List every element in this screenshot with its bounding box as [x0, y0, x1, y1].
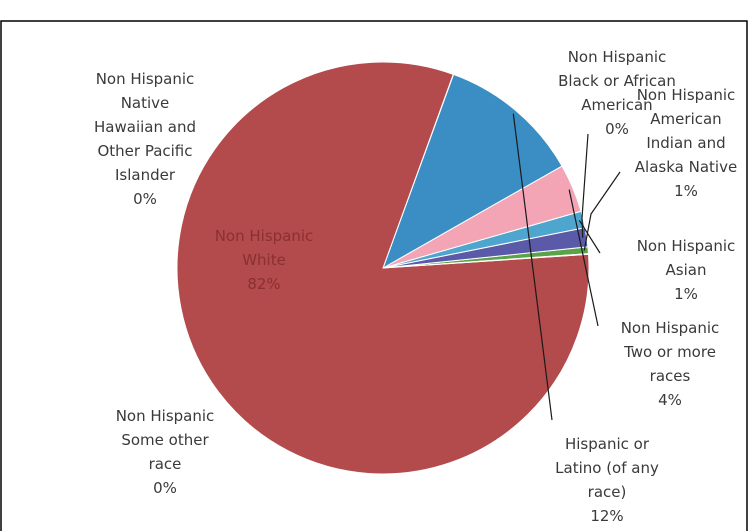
slice-label-line: Non Hispanic	[637, 237, 736, 255]
pie-slice	[382, 253, 590, 269]
slice-label-line: Islander	[115, 166, 176, 184]
slice-label-line: American	[581, 96, 652, 114]
slice-label-line: American	[650, 110, 721, 128]
slice-label: Hispanic or Latino (of any race) 12%	[555, 435, 659, 525]
slice-label-line: White	[242, 251, 286, 269]
slice-label-line: race	[149, 455, 182, 473]
slice-label-line: race)	[588, 483, 627, 501]
leader-line	[581, 133, 589, 238]
slice-label-line: 0%	[605, 120, 629, 138]
slice-label-line: 82%	[247, 275, 280, 293]
slice-label-line: 0%	[133, 190, 157, 208]
leader-line	[578, 220, 601, 254]
slice-label-line: Non Hispanic	[568, 48, 667, 66]
slice-label-line: 12%	[590, 507, 623, 525]
slice-label-line: Latino (of any	[555, 459, 659, 477]
leader-line	[583, 171, 621, 251]
slice-label-line: Non Hispanic	[96, 70, 195, 88]
slice-label-line: Black or African	[558, 72, 676, 90]
slice-label: Non Hispanic Two or more races 4%	[621, 319, 720, 409]
pie-slices	[176, 61, 590, 475]
slice-label-line: 1%	[674, 182, 698, 200]
slice-label-line: 0%	[153, 479, 177, 497]
slice-label-line: Asian	[666, 261, 707, 279]
pie-slice	[382, 73, 563, 270]
slice-label-line: Indian and	[646, 134, 725, 152]
leader-line	[512, 113, 553, 421]
slice-label-line: Hawaiian and	[94, 118, 196, 136]
slice-label: Non Hispanic Black or African American 0%	[558, 48, 676, 138]
slice-label: Non Hispanic Some other race 0%	[116, 407, 215, 497]
slice-labels: Non Hispanic American Indian and Alaska Nat…	[94, 48, 737, 525]
slice-label-line: Alaska Native	[635, 158, 737, 176]
slice-label-line: Non Hispanic	[116, 407, 215, 425]
slice-label-line: Non Hispanic	[637, 86, 736, 104]
slice-label-line: Non Hispanic	[621, 319, 720, 337]
slice-label-line: Hispanic or	[565, 435, 650, 453]
slice-label-line: races	[650, 367, 691, 385]
slice-label-line: Other Pacific	[97, 142, 192, 160]
slice-label: Non Hispanic Asian 1%	[637, 237, 736, 303]
slice-label-line: Non Hispanic	[215, 227, 314, 245]
leader-line	[568, 189, 599, 327]
slice-label: Non Hispanic American Indian and Alaska Nat…	[635, 86, 737, 200]
leader-lines	[512, 113, 621, 421]
slice-label-line: 1%	[674, 285, 698, 303]
slice-label-line: 4%	[658, 391, 682, 409]
slice-label-line: Native	[121, 94, 170, 112]
slice-label: Non Hispanic Native Hawaiian and Other Paci…	[94, 70, 196, 208]
slice-label-line: Two or more	[623, 343, 716, 361]
slice-label-line: Some other	[121, 431, 209, 449]
slice-label: Non Hispanic White 82%	[215, 227, 314, 293]
